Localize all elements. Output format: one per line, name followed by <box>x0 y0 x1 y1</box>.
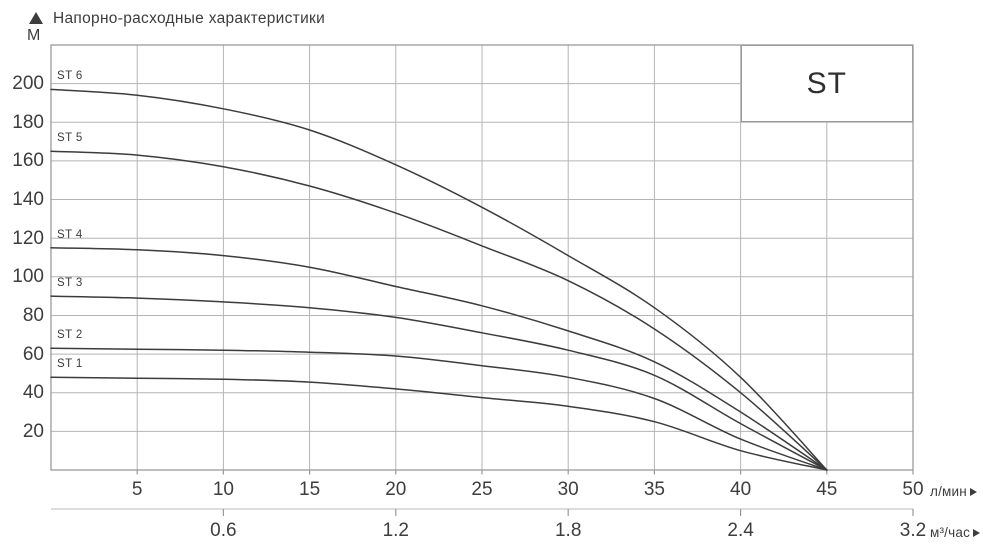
arrow-right-icon <box>973 528 981 537</box>
arrow-right-icon <box>969 487 977 496</box>
x-axis-unit-text: л/мин <box>930 484 967 499</box>
x2-axis-unit: м³/час <box>930 525 981 540</box>
series-family-box: ST <box>740 45 913 123</box>
y-axis-unit: М <box>27 27 41 44</box>
x-axis-unit: л/мин <box>930 484 977 499</box>
chart-title: Напорно-расходные характеристики <box>53 10 326 27</box>
y-axis-arrow-up-icon <box>29 12 43 24</box>
x2-axis-unit-text: м³/час <box>930 525 971 540</box>
series-family-label: ST <box>806 66 847 100</box>
